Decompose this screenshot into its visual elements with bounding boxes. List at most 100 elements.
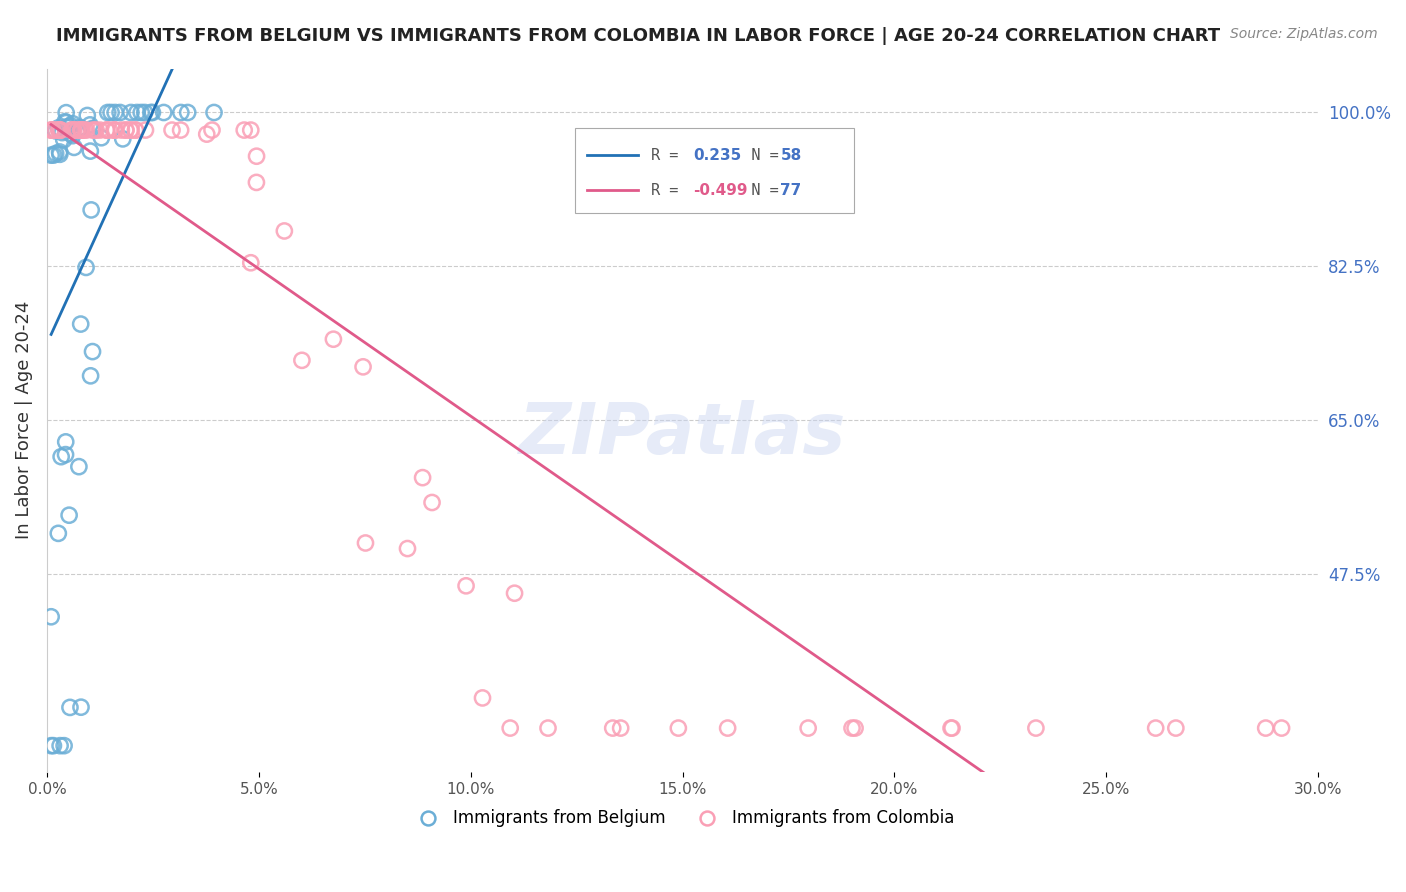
- Point: [42, 123, 65, 137]
- Point: [104, 105, 127, 120]
- Point: [602, 721, 624, 735]
- Point: [82, 121, 104, 136]
- Point: [48, 123, 70, 137]
- Point: [55, 115, 77, 129]
- Point: [941, 721, 963, 735]
- Point: [62, 117, 84, 131]
- Point: [125, 105, 148, 120]
- Point: [59, 700, 82, 714]
- Point: [120, 105, 142, 120]
- Legend: Immigrants from Belgium, Immigrants from Colombia: Immigrants from Belgium, Immigrants from…: [405, 803, 960, 834]
- Point: [170, 105, 193, 120]
- Point: [195, 127, 218, 141]
- Point: [120, 123, 142, 137]
- Point: [55, 434, 77, 449]
- Text: 0.235: 0.235: [693, 147, 741, 162]
- Point: [537, 721, 560, 735]
- Point: [98, 123, 121, 137]
- Point: [55, 105, 77, 120]
- Point: [717, 721, 740, 735]
- Point: [96, 123, 118, 137]
- Point: [45, 124, 67, 138]
- Point: [55, 120, 77, 134]
- Point: [239, 256, 262, 270]
- Point: [129, 105, 152, 120]
- Point: [39, 123, 62, 137]
- Point: [75, 260, 97, 275]
- Point: [58, 508, 80, 523]
- Point: [273, 224, 295, 238]
- Point: [62, 128, 84, 143]
- Point: [51, 126, 73, 140]
- Point: [1164, 721, 1187, 735]
- Point: [49, 450, 72, 464]
- Point: [503, 586, 526, 600]
- Point: [48, 120, 70, 135]
- Point: [70, 123, 93, 137]
- Point: [239, 123, 262, 137]
- Point: [62, 123, 84, 137]
- Point: [124, 123, 146, 137]
- Point: [46, 526, 69, 541]
- Point: [354, 536, 377, 550]
- Point: [110, 123, 132, 137]
- Point: [49, 739, 72, 753]
- Point: [75, 123, 97, 137]
- Bar: [575, 128, 855, 213]
- Point: [1254, 721, 1277, 735]
- Point: [111, 132, 134, 146]
- Point: [70, 123, 93, 137]
- Point: [39, 739, 62, 753]
- Text: Source: ZipAtlas.com: Source: ZipAtlas.com: [1230, 27, 1378, 41]
- Point: [49, 123, 72, 137]
- Point: [322, 332, 344, 346]
- Point: [114, 123, 136, 137]
- Point: [202, 105, 225, 120]
- Point: [52, 133, 75, 147]
- Point: [45, 146, 67, 161]
- Point: [70, 700, 93, 714]
- Point: [939, 721, 962, 735]
- Point: [53, 114, 76, 128]
- Point: [82, 344, 104, 359]
- Point: [1271, 721, 1294, 735]
- Point: [45, 123, 67, 137]
- Point: [169, 123, 191, 137]
- Point: [666, 721, 689, 735]
- Point: [89, 123, 111, 137]
- Point: [60, 123, 83, 137]
- Point: [233, 123, 256, 137]
- Point: [65, 123, 87, 137]
- Point: [134, 123, 156, 137]
- Point: [67, 459, 90, 474]
- Point: [59, 119, 82, 133]
- Point: [1144, 721, 1167, 735]
- Point: [73, 123, 96, 137]
- Point: [41, 123, 63, 137]
- Point: [84, 123, 107, 137]
- Point: [103, 123, 125, 137]
- Point: [841, 721, 863, 735]
- Point: [79, 144, 101, 158]
- Point: [48, 123, 70, 137]
- Point: [79, 368, 101, 383]
- Point: [201, 123, 224, 137]
- Point: [39, 609, 62, 624]
- Text: R =        N =: R = N =: [651, 183, 787, 198]
- Point: [39, 123, 62, 137]
- Point: [55, 448, 77, 462]
- Point: [70, 123, 93, 137]
- Point: [96, 123, 118, 137]
- Point: [69, 123, 91, 137]
- Point: [134, 105, 156, 120]
- Point: [396, 541, 419, 556]
- Point: [69, 120, 91, 135]
- Point: [49, 147, 72, 161]
- Point: [1025, 721, 1047, 735]
- Point: [97, 105, 120, 120]
- Point: [177, 105, 200, 120]
- Point: [63, 140, 86, 154]
- Point: [79, 118, 101, 132]
- Point: [48, 145, 70, 159]
- Point: [124, 123, 146, 137]
